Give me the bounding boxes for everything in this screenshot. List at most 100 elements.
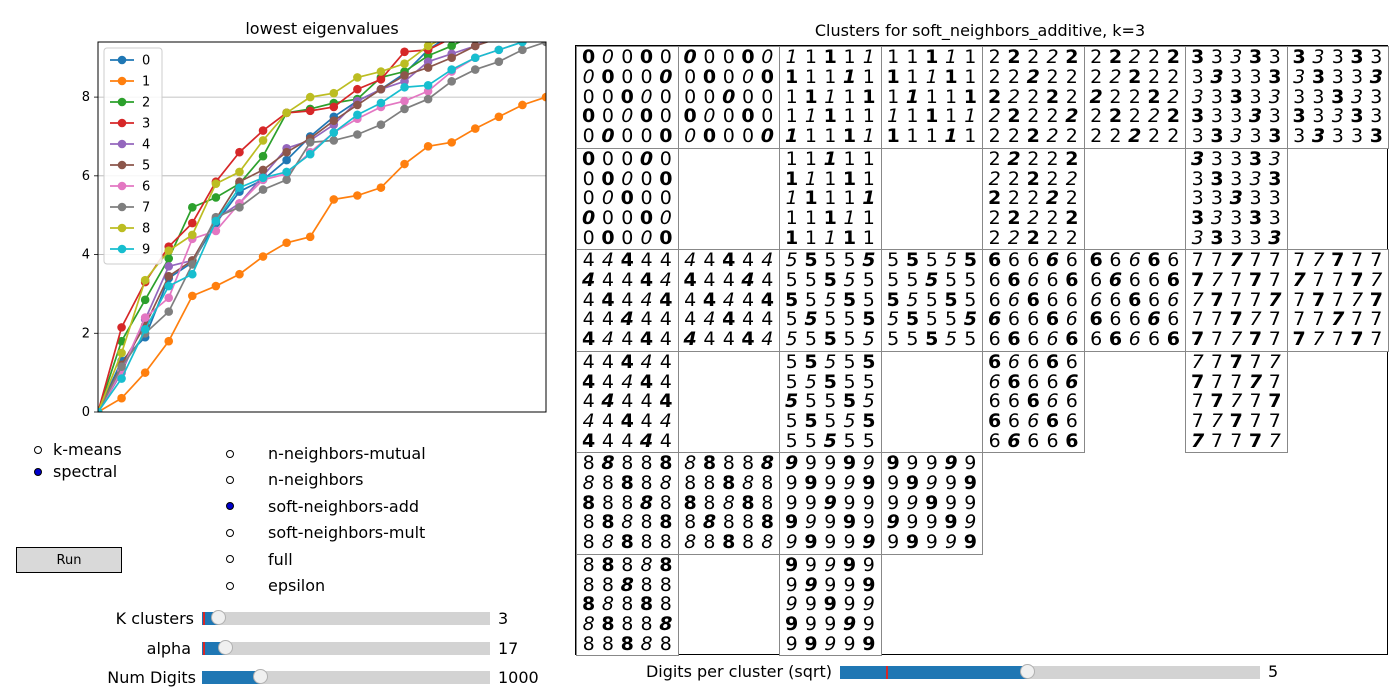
affinity-option[interactable]: soft-neighbors-mult	[226, 523, 425, 542]
digit-sample: 7	[1210, 370, 1223, 393]
digits-per-cluster-slider[interactable]	[840, 664, 1260, 679]
affinity-option[interactable]: soft-neighbors-add	[226, 497, 419, 516]
digit-sample: 3	[1293, 85, 1306, 108]
y-tick-label: 4	[82, 248, 90, 263]
digit-sample: 7	[1268, 350, 1281, 373]
digit-sample: 3	[1268, 46, 1281, 69]
num-digits-knob[interactable]	[252, 669, 268, 684]
alpha-slider[interactable]	[202, 640, 490, 655]
digit-sample: 0	[621, 46, 634, 69]
affinity-radio-dot[interactable]	[226, 449, 234, 458]
series-point-9	[376, 98, 386, 108]
digit-sample: 9	[804, 632, 818, 655]
digit-sample: 7	[1292, 269, 1306, 292]
legend-label-0: 0	[142, 54, 150, 69]
digit-sample: 8	[640, 573, 653, 596]
mode-option[interactable]: spectral	[34, 462, 117, 481]
digit-sample: 5	[963, 308, 977, 331]
digit-sample: 7	[1268, 409, 1281, 432]
legend-label-6: 6	[142, 180, 150, 195]
digit-sample: 0	[741, 105, 755, 128]
digit-sample: 8	[621, 491, 634, 514]
mode-option[interactable]: k-means	[34, 440, 122, 459]
digit-sample: 8	[620, 531, 634, 554]
digit-sample: 6	[1128, 288, 1142, 311]
series-point-1	[235, 269, 244, 279]
affinity-radio-dot[interactable]	[226, 555, 234, 564]
series-point-0	[282, 155, 291, 165]
digits-per-cluster-knob[interactable]	[1019, 664, 1035, 679]
digit-sample: 0	[601, 226, 615, 249]
digit-sample: 1	[842, 226, 857, 249]
digit-sample: 3	[1210, 167, 1224, 190]
series-point-5	[423, 63, 433, 72]
mode-radio-dot[interactable]	[34, 467, 42, 476]
affinity-option[interactable]: n-neighbors-mutual	[226, 444, 426, 463]
series-point-7	[305, 138, 315, 147]
digit-sample: 9	[862, 491, 875, 514]
digit-sample: 9	[785, 472, 798, 495]
affinity-option[interactable]: full	[226, 550, 293, 569]
mode-radio-dot[interactable]	[34, 445, 42, 454]
digit-sample: 3	[1210, 46, 1223, 69]
affinity-option[interactable]: n-neighbors	[226, 470, 364, 489]
affinity-radio-dot[interactable]	[226, 581, 234, 590]
k-clusters-knob[interactable]	[210, 610, 226, 625]
affinity-option[interactable]: epsilon	[226, 576, 325, 595]
digit-sample: 4	[639, 328, 654, 351]
digit-sample: 8	[601, 632, 614, 655]
digit-sample: 2	[1128, 85, 1141, 108]
k-clusters-slider[interactable]	[202, 610, 490, 625]
digit-sample: 8	[684, 472, 697, 495]
digit-sample: 2	[1007, 85, 1020, 108]
digit-sample: 2	[1089, 85, 1103, 108]
digit-sample: 4	[741, 288, 755, 311]
digit-sample: 5	[824, 249, 837, 272]
series-point-9	[164, 281, 174, 291]
series-point-7	[400, 104, 409, 114]
digit-sample: 5	[843, 370, 856, 393]
digit-sample: 8	[601, 573, 614, 596]
affinity-radio-dot[interactable]	[226, 528, 234, 537]
digit-sample: 2	[1027, 187, 1040, 210]
run-button[interactable]: Run	[16, 547, 122, 573]
digit-sample: 8	[702, 511, 717, 534]
num-digits-slider[interactable]	[202, 669, 490, 684]
digit-sample: 5	[823, 370, 837, 393]
digit-sample: 6	[1167, 288, 1180, 311]
digit-sample: 6	[1090, 269, 1103, 292]
series-point-8	[282, 108, 291, 118]
digit-sample: 7	[1268, 308, 1281, 331]
digit-sample: 6	[1166, 269, 1180, 292]
affinity-radio-dot[interactable]	[226, 475, 234, 484]
digit-sample: 9	[862, 472, 876, 495]
digit-sample: 7	[1230, 370, 1243, 393]
digit-sample: 4	[582, 308, 595, 331]
digit-sample: 3	[1268, 125, 1282, 148]
digit-sample: 2	[1046, 206, 1059, 229]
digit-sample: 4	[722, 308, 736, 331]
series-point-3	[305, 106, 315, 116]
alpha-knob[interactable]	[218, 640, 234, 655]
digit-sample: 5	[823, 269, 837, 292]
digit-sample: 0	[659, 125, 673, 148]
series-point-4	[495, 30, 504, 39]
digit-sample: 8	[621, 612, 634, 635]
digit-sample: 8	[640, 472, 653, 495]
digit-sample: 0	[621, 105, 634, 128]
digit-sample: 6	[988, 350, 1002, 373]
digit-sample: 4	[601, 390, 615, 413]
digit-sample: 5	[862, 328, 875, 351]
digit-sample: 4	[741, 328, 755, 351]
digit-sample: 7	[1210, 328, 1223, 351]
digit-sample: 2	[1065, 46, 1079, 69]
digit-sample: 8	[639, 593, 654, 616]
affinity-radio-dot[interactable]	[226, 502, 234, 511]
